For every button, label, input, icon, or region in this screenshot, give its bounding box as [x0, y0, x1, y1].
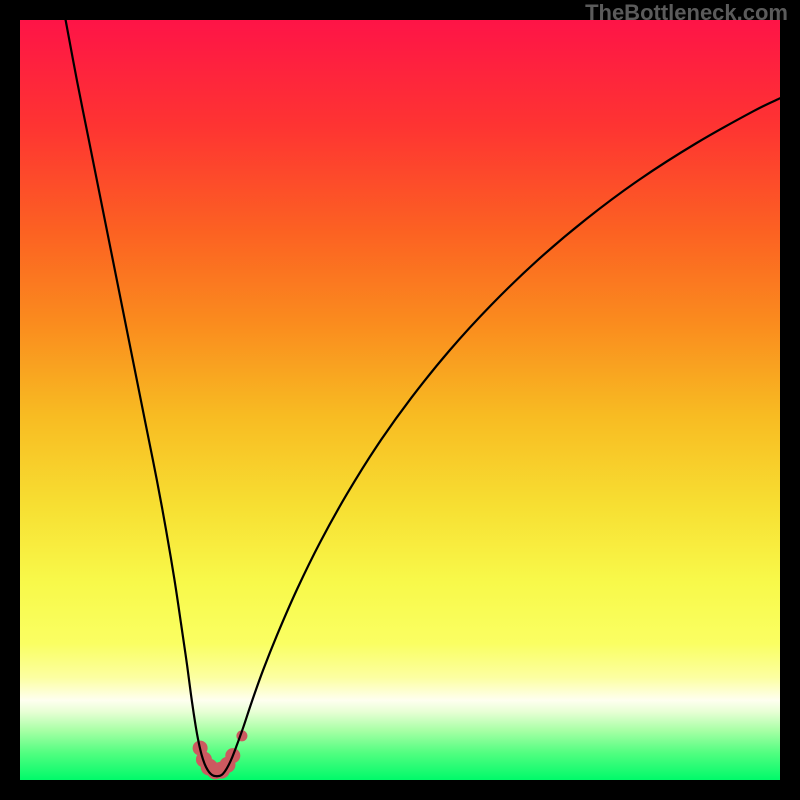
plot-background — [20, 20, 780, 780]
chart-root: TheBottleneck.com — [0, 0, 800, 800]
chart-svg — [0, 0, 800, 800]
outer-frame — [0, 0, 800, 800]
